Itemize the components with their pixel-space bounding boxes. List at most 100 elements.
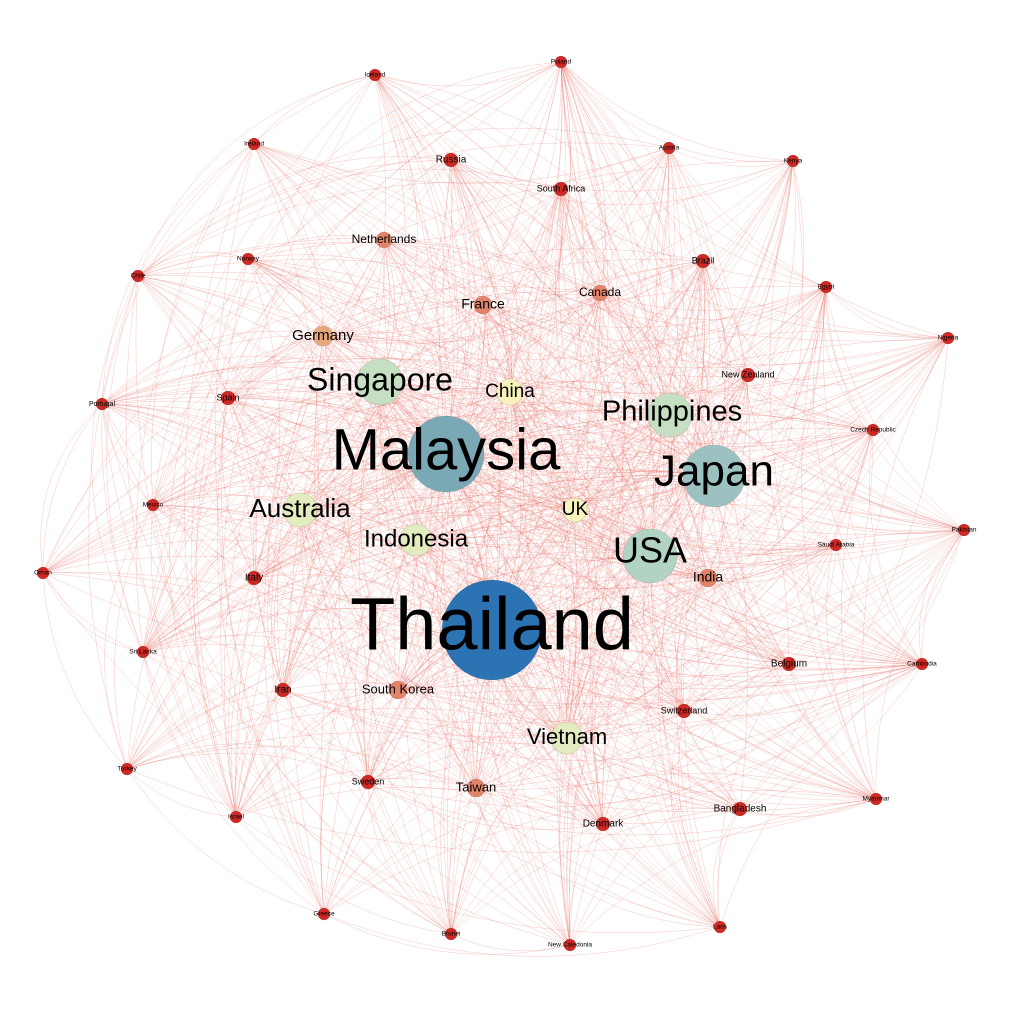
node-label-denmark: Denmark — [583, 819, 625, 830]
node-saudi-arabia — [829, 538, 843, 552]
node-sweden — [360, 774, 376, 790]
node-greece — [317, 907, 331, 921]
node-ireland — [247, 137, 261, 151]
node-switzerland — [676, 703, 692, 719]
node-china — [496, 378, 524, 406]
node-label-kenya: Kenya — [784, 158, 803, 165]
node-label-germany: Germany — [292, 327, 354, 344]
node-cambodia — [915, 657, 929, 671]
node-label-chile: Chile — [131, 273, 146, 280]
node-label-japan: Japan — [654, 447, 774, 496]
node-malaysia — [407, 415, 485, 493]
node-label-switzerland: Switzerland — [661, 705, 708, 715]
node-label-poland: Poland — [551, 59, 572, 66]
node-italy — [246, 570, 262, 586]
node-label-china: China — [485, 381, 535, 402]
node-label-spain: Spain — [216, 392, 239, 402]
node-russia — [443, 152, 459, 168]
node-japan — [682, 444, 746, 508]
node-label-israel: Israel — [228, 814, 244, 821]
node-taiwan — [466, 778, 486, 798]
node-bangladesh — [732, 801, 748, 817]
node-label-canada: Canada — [579, 285, 621, 299]
node-spain — [220, 390, 236, 406]
node-sri-lanka — [136, 645, 150, 659]
node-singapore — [356, 358, 404, 406]
node-label-czech-republic: Czech Republic — [850, 427, 896, 434]
node-thailand — [441, 579, 543, 681]
node-label-cambodia: Cambodia — [907, 661, 937, 668]
node-netherlands — [375, 231, 393, 249]
node-label-singapore: Singapore — [307, 361, 453, 397]
node-brunei — [444, 927, 458, 941]
graph-edges — [40, 61, 965, 957]
node-norway — [241, 252, 255, 266]
node-portugal — [95, 397, 109, 411]
node-czech-republic — [866, 423, 880, 437]
node-label-south-africa: South Africa — [537, 183, 586, 193]
node-layer — [36, 55, 971, 952]
node-label-sri-lanka: Sri Lanka — [129, 649, 157, 656]
node-label-philippines: Philippines — [602, 396, 742, 428]
node-label-russia: Russia — [436, 155, 467, 166]
node-turkey — [120, 762, 134, 776]
node-oman — [36, 566, 50, 580]
node-label-iran: Iran — [274, 685, 291, 696]
node-label-pakistan: Pakistan — [952, 527, 977, 534]
node-israel — [229, 810, 243, 824]
node-label-laos: Laos — [713, 924, 728, 931]
node-philippines — [647, 392, 693, 438]
node-vietnam — [550, 721, 584, 755]
node-pakistan — [957, 523, 971, 537]
node-label-australia: Australia — [249, 493, 351, 523]
node-label-vietnam: Vietnam — [527, 724, 607, 749]
node-egypt — [819, 280, 833, 294]
node-laos — [713, 920, 727, 934]
node-label-greece: Greece — [313, 911, 335, 918]
node-nigeria — [941, 331, 955, 345]
node-label-india: India — [693, 569, 724, 585]
node-germany — [312, 325, 334, 347]
node-label-norway: Norway — [237, 256, 260, 263]
node-iran — [275, 682, 291, 698]
node-canada — [591, 284, 609, 302]
node-denmark — [595, 816, 611, 832]
node-uk — [562, 497, 588, 523]
node-south-korea — [388, 680, 408, 700]
node-mexico — [146, 498, 160, 512]
label-layer: Thailand Malaysia Japan USA Singapore Philipp… — [34, 59, 977, 949]
node-france — [473, 295, 493, 315]
node-label-belgium: Belgium — [771, 659, 807, 670]
node-label-new-zealand: New Zealand — [721, 369, 774, 379]
node-austria — [662, 141, 676, 155]
node-label-egypt: Egypt — [818, 284, 835, 291]
node-label-italy: Italy — [245, 573, 263, 584]
node-label-portugal: Portugal — [89, 401, 116, 408]
node-label-nigeria: Nigeria — [938, 335, 959, 342]
node-label-austria: Austria — [659, 145, 680, 152]
node-kenya — [786, 154, 800, 168]
node-myanmar — [869, 792, 883, 806]
node-label-oman: Oman — [34, 570, 52, 577]
node-label-south-korea: South Korea — [362, 681, 435, 696]
node-label-brazil: Brazil — [692, 255, 715, 265]
node-label-thailand: Thailand — [350, 583, 634, 666]
node-brazil — [695, 253, 711, 269]
node-poland — [554, 55, 568, 69]
node-label-france: France — [461, 296, 505, 312]
node-chile — [131, 269, 145, 283]
node-label-sweden: Sweden — [352, 776, 385, 786]
node-label-malaysia: Malaysia — [332, 417, 562, 482]
node-label-iceland: Iceland — [365, 72, 386, 79]
node-iceland — [368, 68, 382, 82]
node-label-brunei: Brunei — [442, 931, 461, 938]
node-belgium — [781, 656, 797, 672]
node-label-indonesia: Indonesia — [364, 525, 469, 552]
node-label-myanmar: Myanmar — [862, 796, 890, 803]
node-india — [698, 568, 718, 588]
node-new-caledonia — [563, 938, 577, 952]
node-australia — [282, 492, 318, 528]
node-indonesia — [399, 523, 433, 557]
node-new-zealand — [740, 367, 756, 383]
